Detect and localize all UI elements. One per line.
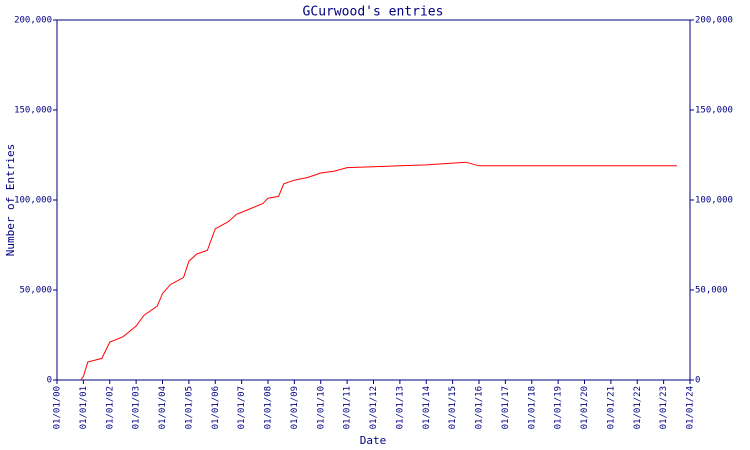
y-tick-label: 0: [47, 376, 52, 386]
x-tick-label: 01/01/18: [527, 386, 537, 429]
x-tick-label: 01/01/17: [501, 386, 511, 429]
x-tick-label: 01/01/01: [79, 386, 89, 429]
y2-tick-label: 50,000: [695, 286, 728, 296]
y-tick-label: 200,000: [14, 16, 52, 26]
x-tick-label: 01/01/24: [686, 386, 696, 429]
y2-tick-label: 100,000: [695, 196, 733, 206]
y-tick-label: 50,000: [19, 286, 52, 296]
x-tick-label: 01/01/03: [132, 386, 142, 429]
x-tick-label: 01/01/15: [448, 386, 458, 429]
x-tick-label: 01/01/09: [290, 386, 300, 429]
x-tick-label: 01/01/13: [395, 386, 405, 429]
x-tick-label: 01/01/16: [475, 386, 485, 429]
x-tick-label: 01/01/04: [158, 386, 168, 429]
data-line: [80, 161, 677, 381]
plot-frame: [56, 19, 691, 381]
y2-tick-label: 0: [695, 376, 700, 386]
y-axis-label: Number of Entries: [4, 144, 17, 257]
x-tick-label: 01/01/10: [316, 386, 326, 429]
x-tick-label: 01/01/14: [422, 386, 432, 429]
y2-tick-label: 200,000: [695, 16, 733, 26]
y2-tick-label: 150,000: [695, 106, 733, 116]
x-axis-label: Date: [360, 434, 387, 447]
x-tick-label: 01/01/23: [659, 386, 669, 429]
x-tick-label: 01/01/05: [184, 386, 194, 429]
x-tick-label: 01/01/19: [554, 386, 564, 429]
x-tick-label: 01/01/20: [580, 386, 590, 429]
x-tick-label: 01/01/07: [237, 386, 247, 429]
y-tick-label: 150,000: [14, 106, 52, 116]
x-tick-label: 01/01/11: [343, 386, 353, 429]
chart-title: GCurwood's entries: [303, 5, 444, 20]
x-tick-label: 01/01/08: [264, 386, 274, 429]
x-tick-label: 01/01/12: [369, 386, 379, 429]
y-tick-label: 100,000: [14, 196, 52, 206]
x-tick-label: 01/01/06: [211, 386, 221, 429]
x-tick-label: 01/01/00: [53, 386, 63, 429]
x-tick-label: 01/01/22: [633, 386, 643, 429]
x-tick-label: 01/01/02: [105, 386, 115, 429]
x-tick-label: 01/01/21: [606, 386, 616, 429]
